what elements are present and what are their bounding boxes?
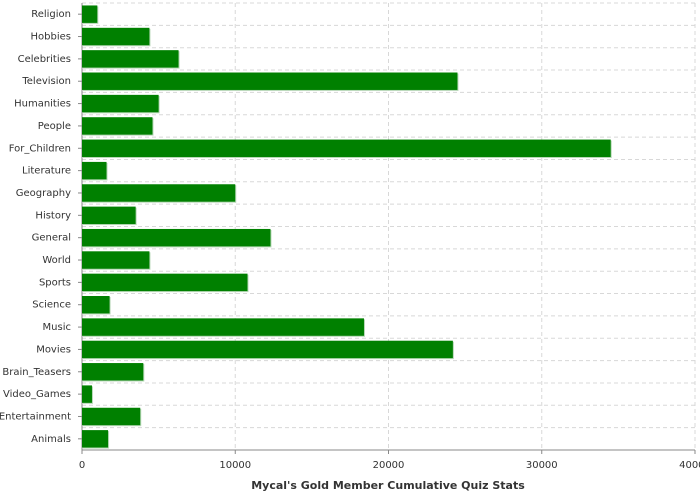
bar: [82, 430, 109, 448]
x-tick-label: 0: [79, 460, 85, 471]
bar: [82, 385, 92, 403]
y-tick-label: For_Children: [9, 143, 71, 154]
y-tick-label: Entertainment: [0, 411, 71, 422]
y-tick-label: Literature: [22, 166, 71, 177]
bar: [82, 296, 110, 314]
y-tick-label: Movies: [36, 344, 71, 355]
y-tick-label: Animals: [31, 434, 71, 445]
y-tick-label: World: [42, 255, 71, 266]
bar: [82, 50, 179, 68]
y-tick-label: Music: [43, 322, 71, 333]
y-tick-label: Religion: [31, 9, 71, 20]
y-tick-label: History: [35, 210, 71, 221]
bar: [82, 161, 107, 180]
y-tick-label: Science: [32, 300, 71, 311]
bar: [82, 407, 141, 426]
y-tick-label: General: [32, 233, 71, 244]
y-tick-label: Brain_Teasers: [2, 367, 71, 378]
bar: [82, 363, 144, 381]
x-tick-label: 10000: [219, 460, 251, 471]
bar: [82, 184, 236, 202]
bar: [82, 139, 611, 157]
bar: [82, 251, 150, 269]
y-tick-label: People: [38, 121, 71, 132]
x-tick-label: 40000: [679, 460, 700, 471]
y-tick-label: Sports: [39, 277, 71, 288]
x-axis-label: Mycal's Gold Member Cumulative Quiz Stat…: [251, 479, 525, 492]
y-tick-label: Video_Games: [3, 389, 71, 400]
bar: [82, 94, 159, 113]
y-tick-label: Humanities: [14, 99, 71, 110]
x-tick-label: 20000: [373, 460, 405, 471]
y-tick-label: Hobbies: [31, 32, 71, 43]
y-tick-label: Geography: [16, 188, 71, 199]
bar: [82, 27, 150, 46]
bar: [82, 340, 453, 359]
y-tick-label: Celebrities: [18, 54, 71, 65]
bar: [82, 318, 364, 336]
bar: [82, 5, 98, 23]
bar: [82, 273, 248, 292]
bar: [82, 72, 458, 90]
bar: [82, 117, 153, 135]
bar: [82, 206, 136, 225]
x-tick-label: 30000: [526, 460, 558, 471]
bar: [82, 228, 271, 247]
y-tick-label: Television: [21, 76, 71, 87]
